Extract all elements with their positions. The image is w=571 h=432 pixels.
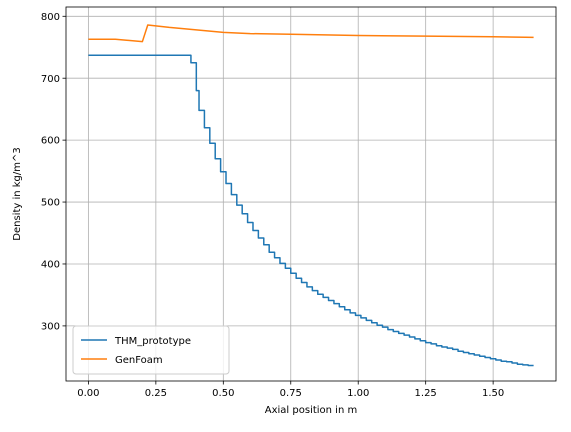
y-tick-label: 300 xyxy=(41,321,60,332)
x-tick-label: 0.00 xyxy=(77,388,99,399)
legend: THM_prototype GenFoam xyxy=(72,325,230,375)
legend-label: GenFoam xyxy=(115,355,163,366)
y-tick-label: 500 xyxy=(41,198,60,209)
series-line-genfoam xyxy=(88,24,534,43)
x-tick-label: 1.25 xyxy=(415,388,437,399)
plot-area xyxy=(65,6,557,382)
y-tick-label: 600 xyxy=(41,136,60,147)
x-tick-label: 1.00 xyxy=(347,388,369,399)
y-axis-label: Density in kg/m^3 xyxy=(12,147,23,240)
y-tick-label: 700 xyxy=(41,74,60,85)
x-tick-label: 1.50 xyxy=(482,388,504,399)
y-axis-ticks: 300 400 500 600 700 800 xyxy=(41,12,66,332)
x-tick-label: 0.50 xyxy=(212,388,234,399)
y-tick-label: 800 xyxy=(41,12,60,23)
y-tick-label: 400 xyxy=(41,260,60,271)
series-line-thm-prototype xyxy=(88,54,534,367)
legend-label: THM_prototype xyxy=(114,336,191,347)
x-tick-label: 0.25 xyxy=(145,388,167,399)
x-axis-label: Axial position in m xyxy=(265,405,357,416)
series-lines xyxy=(88,24,534,367)
legend-box xyxy=(72,325,230,375)
x-tick-label: 0.75 xyxy=(280,388,302,399)
x-axis-ticks: 0.00 0.25 0.50 0.75 1.00 1.25 1.50 xyxy=(77,381,504,399)
